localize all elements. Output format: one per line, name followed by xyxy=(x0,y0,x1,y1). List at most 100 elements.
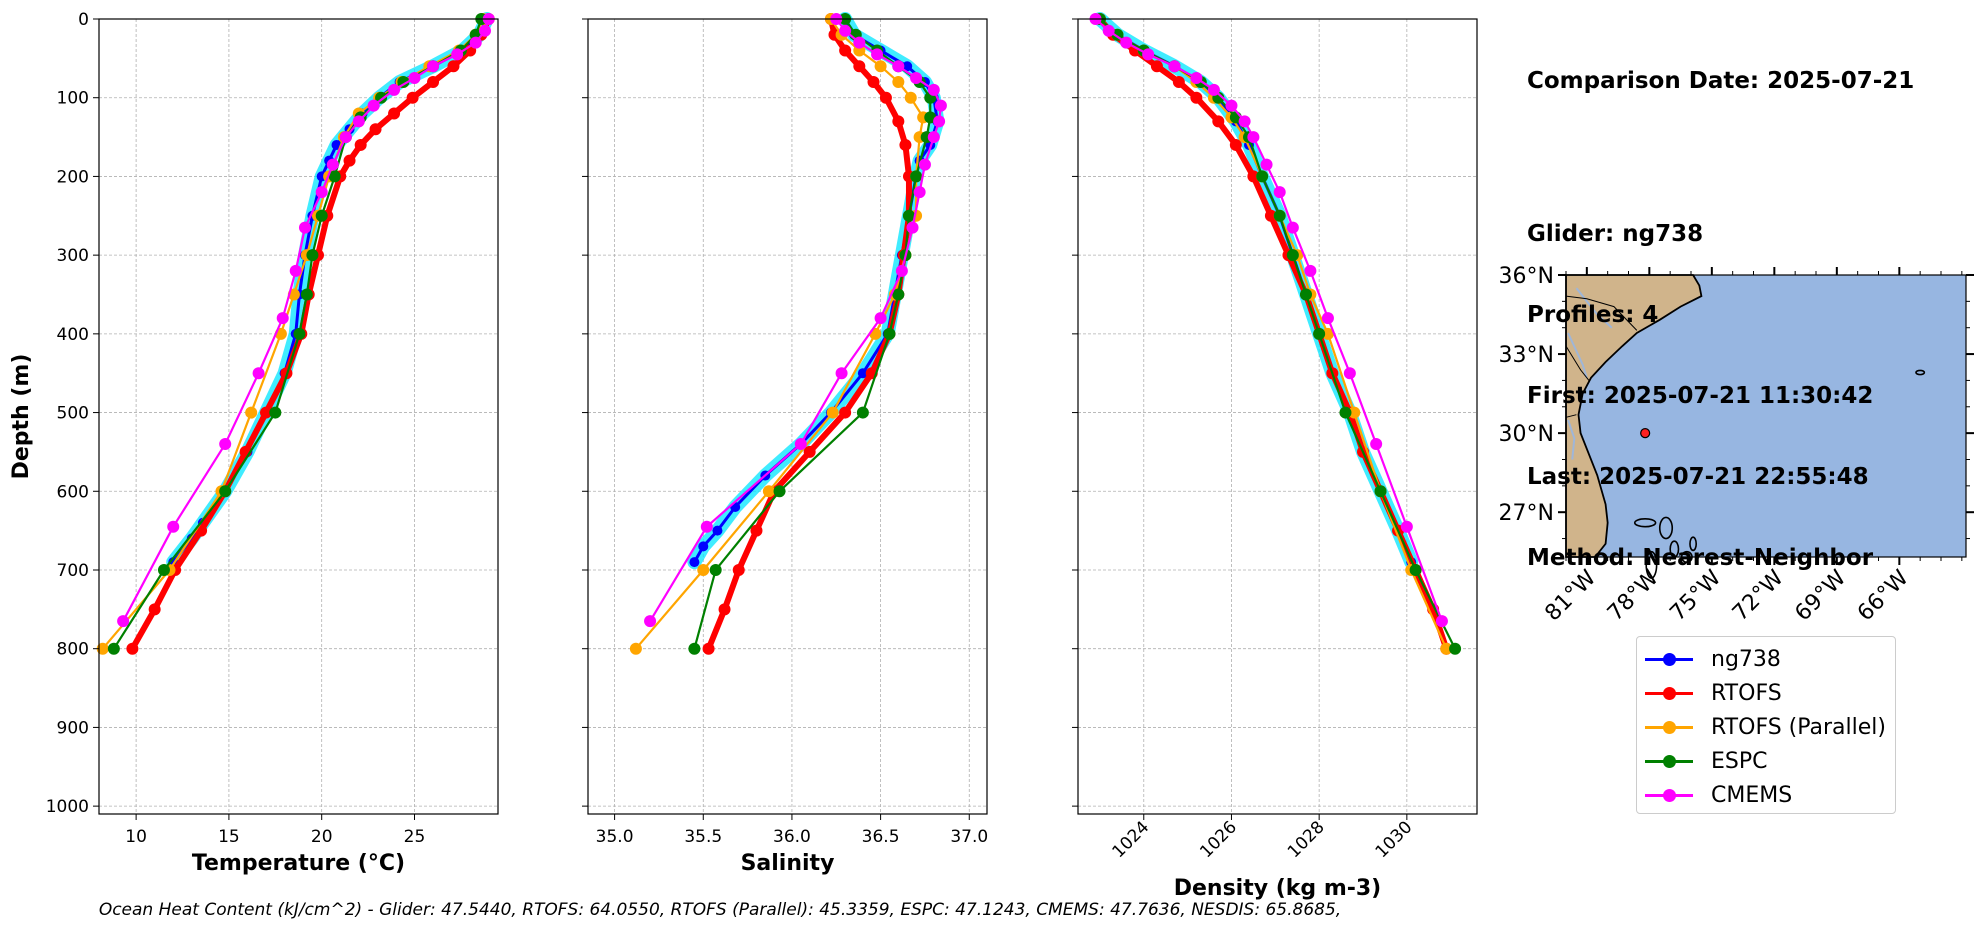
salinity-point-rtofs_parallel xyxy=(874,60,887,73)
legend-item-cmems: CMEMS xyxy=(1645,780,1792,810)
temperature-point-rtofs xyxy=(388,107,401,120)
salinity-point-rtofs xyxy=(839,44,852,57)
temperature-line-ng738 xyxy=(172,18,489,564)
temperature-ytick-label: 1000 xyxy=(46,797,89,817)
density-point-cmems xyxy=(1190,72,1203,85)
salinity-point-cmems xyxy=(918,158,931,171)
comparison-date: Comparison Date: 2025-07-21 xyxy=(1527,68,1915,94)
temperature-ytick-label: 700 xyxy=(57,561,89,581)
temperature-point-rtofs xyxy=(447,60,460,73)
legend-label-rtofs: RTOFS xyxy=(1711,680,1782,706)
legend-label-cmems: CMEMS xyxy=(1711,782,1793,808)
legend: ng738 RTOFS RTOFS (Parallel) ESPC CMEMS xyxy=(1636,636,1896,814)
salinity-point-rtofs xyxy=(839,406,852,419)
salinity-series-espc xyxy=(688,13,937,655)
temperature-point-espc xyxy=(300,288,313,301)
temperature-point-rtofs xyxy=(406,91,419,104)
density-point-espc xyxy=(1256,170,1269,183)
salinity-point-rtofs_parallel xyxy=(762,485,775,498)
salinity-point-espc xyxy=(902,209,915,222)
temperature-point-espc xyxy=(328,170,341,183)
map-island xyxy=(1658,516,1674,540)
density-point-rtofs_parallel xyxy=(1321,327,1334,340)
temperature-point-cmems xyxy=(451,48,464,61)
temperature-ytick-label: 800 xyxy=(57,640,89,660)
temperature-point-cmems xyxy=(289,264,302,277)
map-ytick-label: 30°N xyxy=(1499,422,1554,447)
temperature-ytick-label: 400 xyxy=(57,325,89,345)
salinity-xtick-label: 36.0 xyxy=(773,827,811,847)
temperature-point-espc xyxy=(315,209,328,222)
salinity-point-cmems xyxy=(927,131,940,144)
temperature-ytick-label: 100 xyxy=(57,89,89,109)
temperature-xtick-label: 20 xyxy=(311,827,333,847)
temperature-frame xyxy=(98,18,499,815)
map-ytick-label: 36°N xyxy=(1499,264,1554,289)
temperature-ylabel: Depth (m) xyxy=(9,354,34,480)
density-point-cmems xyxy=(1225,99,1238,112)
legend-item-ng738: ng738 xyxy=(1645,644,1781,674)
temperature-point-cmems xyxy=(117,615,130,628)
density-point-espc xyxy=(1374,485,1387,498)
salinity-point-cmems xyxy=(700,520,713,533)
map-ytick-label: 27°N xyxy=(1499,501,1554,526)
density-point-rtofs_parallel xyxy=(1440,642,1453,655)
density-point-cmems xyxy=(1286,221,1299,234)
salinity-point-rtofs xyxy=(867,75,880,88)
salinity-xlabel: Salinity xyxy=(741,851,835,876)
temperature-point-espc xyxy=(269,406,282,419)
temperature-point-rtofs xyxy=(427,75,440,88)
first-profile-time: First: 2025-07-21 11:30:42 xyxy=(1527,383,1874,409)
legend-swatch-cmems xyxy=(1645,788,1693,802)
density-point-espc xyxy=(1409,563,1422,576)
salinity-frame xyxy=(587,18,988,815)
salinity-xtick-label: 35.5 xyxy=(684,827,722,847)
legend-swatch-espc xyxy=(1645,754,1693,768)
density-point-cmems xyxy=(1273,186,1286,199)
temperature-point-cmems xyxy=(367,99,380,112)
density-point-rtofs_parallel xyxy=(1348,406,1361,419)
temperature-point-espc xyxy=(306,249,319,262)
density-point-cmems xyxy=(1321,312,1334,325)
temperature-ytick-label: 500 xyxy=(57,404,89,424)
salinity-point-rtofs xyxy=(803,445,816,458)
density-point-espc xyxy=(1286,249,1299,262)
salinity-xtick-label: 36.5 xyxy=(862,827,900,847)
map-river xyxy=(1575,287,1613,329)
temperature-xtick-label: 10 xyxy=(125,827,147,847)
map-ytick-label: 33°N xyxy=(1499,343,1554,368)
density-point-cmems xyxy=(1168,60,1181,73)
temperature-point-cmems xyxy=(352,115,365,128)
temperature-series-cmems xyxy=(117,13,495,628)
map-island xyxy=(1633,517,1657,528)
temperature-point-cmems xyxy=(479,24,492,37)
salinity-point-cmems xyxy=(871,48,884,61)
temperature-point-espc xyxy=(375,91,388,104)
glider-name: Glider: ng738 xyxy=(1527,221,1704,247)
temperature-point-cmems xyxy=(315,186,328,199)
temperature-point-cmems xyxy=(408,72,421,85)
temperature-point-cmems xyxy=(339,131,352,144)
salinity-point-rtofs xyxy=(853,60,866,73)
temperature-ytick-label: 0 xyxy=(78,10,89,30)
salinity-point-espc xyxy=(892,288,905,301)
salinity-point-espc xyxy=(688,642,701,655)
salinity-point-rtofs xyxy=(732,563,745,576)
salinity-point-cmems xyxy=(853,36,866,49)
density-point-rtofs xyxy=(1264,209,1277,222)
density-ng738-halo xyxy=(1092,12,1419,570)
map-river xyxy=(1567,419,1576,460)
temperature-series-ng738 xyxy=(168,14,492,568)
density-xtick-label: 1026 xyxy=(1196,817,1241,862)
density-point-cmems xyxy=(1120,36,1133,49)
temperature-ng738-halo xyxy=(166,12,494,570)
salinity-point-rtofs xyxy=(879,91,892,104)
density-point-rtofs xyxy=(1247,170,1260,183)
salinity-point-cmems xyxy=(933,115,946,128)
density-point-espc xyxy=(1300,288,1312,301)
density-point-cmems xyxy=(1370,438,1383,451)
salinity-point-espc xyxy=(709,563,722,576)
temperature-point-rtofs xyxy=(354,138,367,151)
map-land-us-coast xyxy=(1565,274,1703,558)
density-line-cmems xyxy=(1094,18,1443,622)
